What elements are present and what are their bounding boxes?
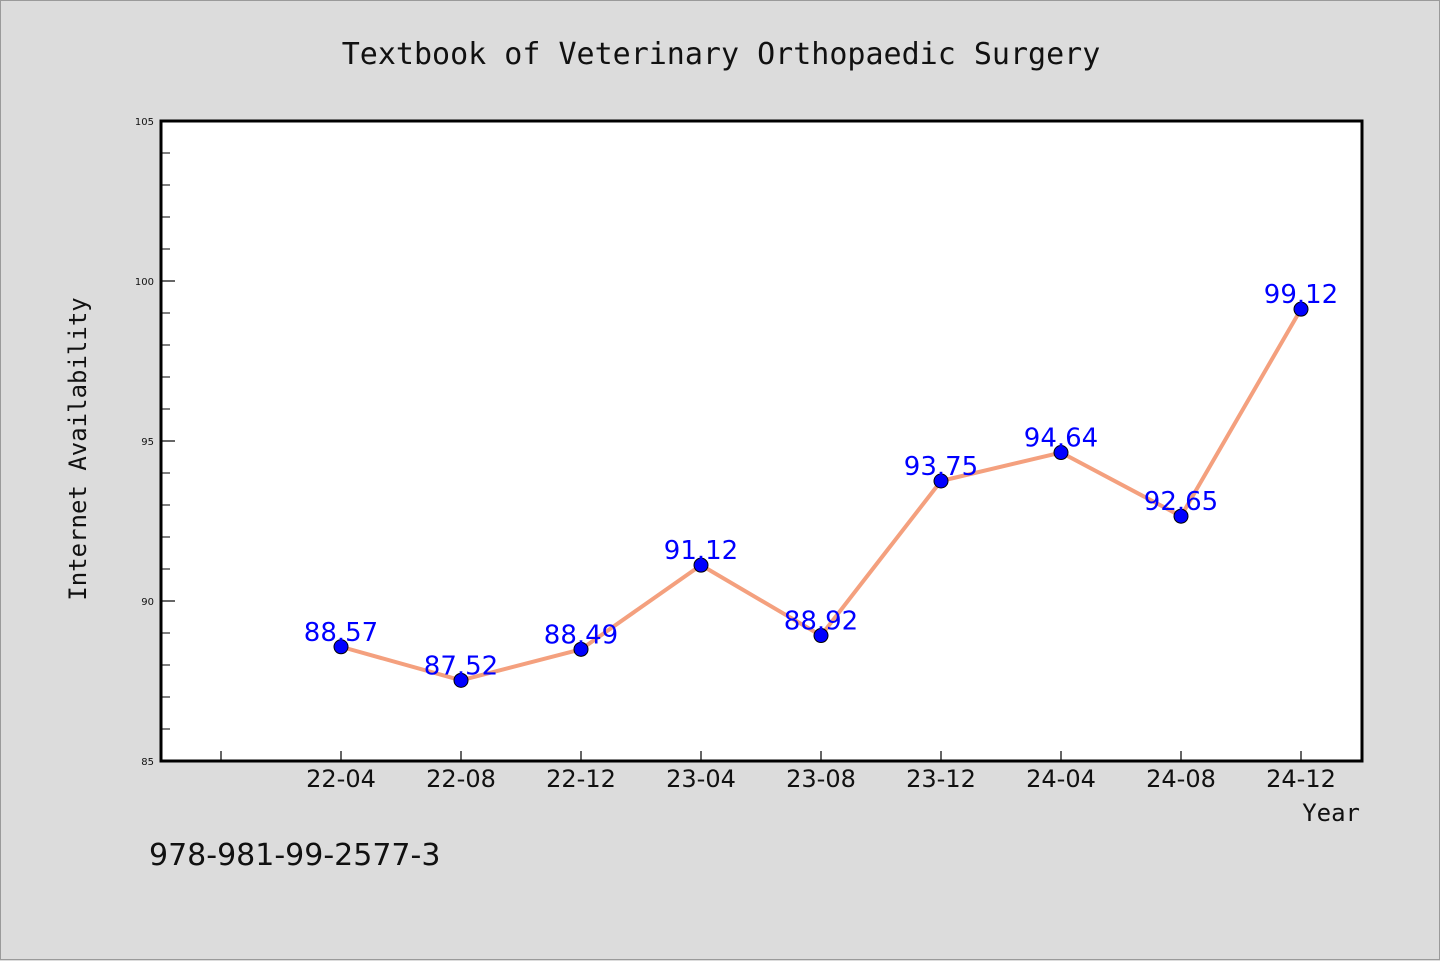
data-point — [573, 641, 589, 657]
y-tick-label: 105 — [135, 117, 154, 128]
x-tick-label: 23-04 — [666, 765, 736, 793]
data-point — [333, 639, 349, 655]
x-tick-label: 24-04 — [1026, 765, 1096, 793]
data-point — [933, 473, 949, 489]
data-point — [693, 557, 709, 573]
y-axis-label: Internet Availability — [64, 297, 92, 600]
chart-title: Textbook of Veterinary Orthopaedic Surge… — [342, 37, 1101, 72]
data-label: 87.52 — [424, 651, 498, 681]
data-label: 94.64 — [1024, 424, 1098, 454]
data-point — [1053, 445, 1069, 461]
x-tick-label: 22-08 — [426, 765, 496, 793]
data-label: 88.57 — [304, 618, 378, 648]
data-label: 92.65 — [1144, 487, 1218, 517]
y-tick-label: 95 — [141, 437, 154, 448]
x-axis-ticks: 22-04 22-08 22-12 23-04 23-08 23-12 24-04 24-08… — [220, 751, 1336, 793]
data-label: 88.92 — [784, 607, 858, 637]
x-tick-label: 23-08 — [786, 765, 856, 793]
data-point — [813, 628, 829, 644]
data-label: 93.75 — [904, 452, 978, 482]
data-label: 99.12 — [1264, 280, 1338, 310]
y-tick-label: 85 — [141, 757, 154, 768]
isbn-footnote: 978-981-99-2577-3 — [149, 838, 440, 873]
x-tick-label: 24-12 — [1266, 765, 1336, 793]
x-tick-label: 24-08 — [1146, 765, 1216, 793]
plot-frame — [159, 119, 1364, 763]
x-tick-label: 22-04 — [306, 765, 376, 793]
data-point — [1173, 508, 1189, 524]
data-label: 88.49 — [544, 620, 618, 650]
x-axis-label: Year — [1302, 799, 1360, 827]
data-labels: 88.57 87.52 88.49 91.12 88.92 93.75 94.64 92.65… — [304, 280, 1338, 681]
series-markers — [333, 301, 1309, 688]
y-tick-label: 100 — [135, 277, 154, 288]
data-point — [1293, 301, 1309, 317]
x-tick-label: 23-12 — [906, 765, 976, 793]
plot-area — [161, 121, 1362, 761]
y-tick-label: 90 — [141, 597, 154, 608]
data-point — [453, 672, 469, 688]
x-tick-label: 22-12 — [546, 765, 616, 793]
data-label: 91.12 — [664, 536, 738, 566]
